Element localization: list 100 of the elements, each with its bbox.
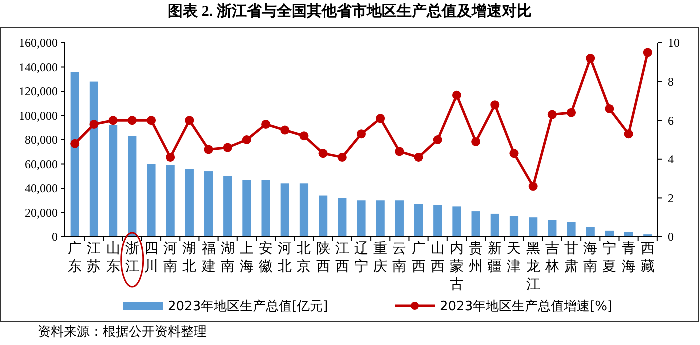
x-tick-label: 重庆: [374, 241, 388, 275]
point: [452, 90, 462, 100]
bar: [472, 212, 480, 237]
point: [472, 137, 481, 146]
text: 资料来源：根据公开资料整理: [38, 325, 207, 340]
bar: [586, 227, 595, 237]
x-tick-label: 辽宁: [354, 241, 368, 275]
x-tick-label: 湖北: [182, 241, 197, 275]
point: [300, 132, 309, 141]
x-tick-label: 黑龙江: [526, 241, 540, 293]
x-tick-label: 内蒙古: [450, 241, 464, 293]
y-tick-label: 100,000: [19, 108, 58, 123]
x-tick-label: 云南: [392, 241, 407, 275]
x-tick-label: 四川: [144, 241, 158, 275]
x-tick-label: 贵州: [469, 241, 484, 275]
point: [357, 130, 366, 139]
bar: [624, 232, 634, 237]
point: [166, 152, 176, 162]
bar: [70, 72, 80, 237]
y2-tick-label: 10: [668, 36, 680, 50]
bar: [224, 176, 232, 237]
bar: [185, 169, 194, 237]
point: [433, 136, 442, 144]
x-tick-label: 广西: [412, 241, 426, 275]
y-tick-label: 60,000: [25, 157, 58, 172]
x-tick-label: 江苏: [87, 241, 102, 275]
point: [108, 116, 118, 126]
point: [490, 100, 500, 110]
point: [262, 120, 271, 129]
x-tick-label: 天津: [507, 241, 522, 275]
bar: [262, 180, 270, 237]
x-tick-label: 浙江: [125, 241, 140, 275]
x-tick-label: 福建: [200, 241, 216, 275]
x-tick-label: 山东: [106, 241, 120, 275]
bar: [376, 200, 385, 237]
point: [90, 120, 99, 129]
y2-tick-label: 6: [668, 114, 674, 128]
bar: [242, 180, 252, 237]
point: [510, 149, 519, 158]
x-tick-label: 青海: [622, 241, 636, 275]
point: [414, 152, 424, 162]
bar: [567, 222, 576, 237]
point: [528, 182, 538, 192]
bar: [452, 206, 462, 237]
y-tick-label: 0: [52, 230, 58, 244]
point: [586, 54, 596, 64]
x-tick-label: 湖南: [220, 241, 235, 275]
legend-label: 2023年地区生产总值增速[%]: [440, 300, 613, 315]
y-tick-label: 160,000: [19, 36, 58, 50]
bar: [490, 214, 500, 237]
y-tick-label: 140,000: [19, 60, 58, 74]
point: [146, 116, 156, 126]
point: [242, 136, 252, 144]
x-tick-label: 海南: [584, 241, 598, 275]
x-tick-label: 西藏: [640, 241, 655, 275]
point: [567, 108, 576, 118]
y-tick-label: 40,000: [25, 182, 58, 196]
x-tick-label: 北京: [297, 241, 312, 275]
point: [624, 130, 634, 139]
x-tick-label: 吉林: [544, 241, 560, 275]
bar: [338, 198, 347, 237]
point: [548, 110, 557, 120]
point: [128, 116, 137, 126]
y2-tick-label: 2: [668, 191, 674, 206]
x-tick-label: 安徽: [259, 241, 274, 275]
x-tick-label: 新疆: [488, 241, 502, 275]
x-tick-label: 甘肃: [564, 241, 579, 275]
bar: [204, 172, 214, 237]
bar: [166, 165, 175, 237]
bar: [548, 220, 557, 237]
point: [185, 116, 194, 126]
y-tick-label: 120,000: [19, 84, 58, 99]
point: [395, 147, 404, 156]
bar: [510, 216, 519, 237]
bar: [319, 196, 328, 237]
bar: [147, 164, 156, 237]
x-tick-label: 江西: [335, 241, 350, 275]
point: [605, 104, 614, 114]
point: [318, 149, 328, 158]
y-tick-label: 80,000: [25, 133, 58, 148]
y-tick-label: 20,000: [25, 206, 58, 220]
bar: [529, 218, 538, 237]
bar: [300, 184, 309, 237]
x-tick-label: 上海: [240, 241, 254, 275]
x-tick-label: 陕西: [316, 241, 330, 275]
point: [70, 139, 80, 148]
point: [223, 143, 232, 152]
point: [376, 114, 386, 124]
bar: [90, 82, 98, 237]
y2-tick-label: 8: [668, 75, 674, 89]
bar: [414, 204, 424, 237]
bar: [395, 200, 404, 237]
bar: [109, 125, 118, 237]
y2-tick-label: 0: [668, 230, 674, 244]
x-tick-label: 河北: [278, 241, 292, 275]
x-tick-label: 山西: [430, 241, 445, 275]
point: [338, 152, 347, 162]
bar: [605, 230, 614, 237]
bar: [434, 205, 442, 237]
point: [204, 145, 214, 154]
